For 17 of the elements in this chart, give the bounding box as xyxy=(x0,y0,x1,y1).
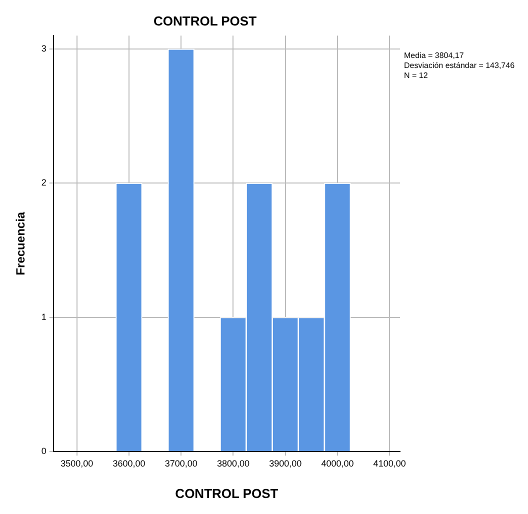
x-tick-label: 4000,00 xyxy=(321,458,354,468)
x-tick-label: 3600,00 xyxy=(112,458,146,468)
x-tick-label: 3800,00 xyxy=(216,458,250,468)
x-tick-label: 3900,00 xyxy=(269,458,302,468)
x-tick-label: 3500,00 xyxy=(60,458,94,468)
y-tick-label: 3 xyxy=(41,44,46,54)
text: N = 12 xyxy=(404,70,428,80)
chart-title: CONTROL POST xyxy=(153,13,257,28)
x-tick-label: 4100,00 xyxy=(373,458,406,468)
x-tick-label: 3700,00 xyxy=(164,458,198,468)
y-axis-title: Frecuencia xyxy=(14,212,28,276)
text: Media = 3804,17 xyxy=(404,50,464,60)
x-axis-title: CONTROL POST xyxy=(175,486,278,501)
text: Desviación estándar = 143,746 xyxy=(404,60,516,70)
y-tick-label: 2 xyxy=(41,178,46,188)
y-tick-label: 0 xyxy=(41,446,46,456)
y-tick-label: 1 xyxy=(41,312,46,322)
